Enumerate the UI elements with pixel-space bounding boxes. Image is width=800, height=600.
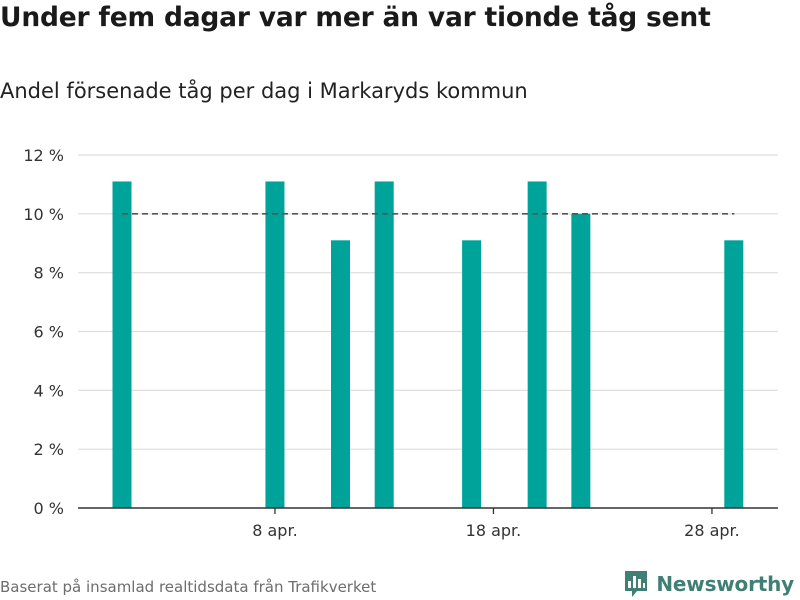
chart-subtitle: Andel försenade tåg per dag i Markaryds … <box>0 79 528 103</box>
axes: 0 % 2 % 4 % 6 % 8 % 10 % 12 % 8 apr. 18 apr. 28 a… <box>23 146 778 540</box>
brand-name: Newsworthy <box>656 572 794 596</box>
bar <box>331 240 350 508</box>
y-tick-label: 12 % <box>23 146 64 165</box>
grid-lines <box>78 154 778 450</box>
newsworthy-logo: Newsworthy <box>624 570 794 598</box>
chart-title: Under fem dagar var mer än var tionde tå… <box>0 2 711 33</box>
y-tick-label: 0 % <box>34 499 64 518</box>
x-tick-label: 18 apr. <box>466 521 522 540</box>
bar <box>265 181 285 508</box>
bar <box>112 181 132 508</box>
y-tick-label: 2 % <box>34 440 64 459</box>
y-tick-label: 6 % <box>34 323 64 342</box>
bars <box>112 181 744 509</box>
x-tick-label: 28 apr. <box>684 521 740 540</box>
y-tick-label: 10 % <box>23 205 64 224</box>
bar <box>374 181 394 508</box>
bar <box>462 240 482 508</box>
source-note: Baserat på insamlad realtidsdata från Tr… <box>0 578 377 596</box>
y-tick-label: 8 % <box>34 264 64 283</box>
x-tick-label: 8 apr. <box>252 521 297 540</box>
y-tick-label: 4 % <box>34 381 64 400</box>
bar <box>724 240 744 508</box>
bar <box>571 213 591 509</box>
bar <box>527 181 547 508</box>
newsworthy-logo-icon <box>625 571 648 597</box>
